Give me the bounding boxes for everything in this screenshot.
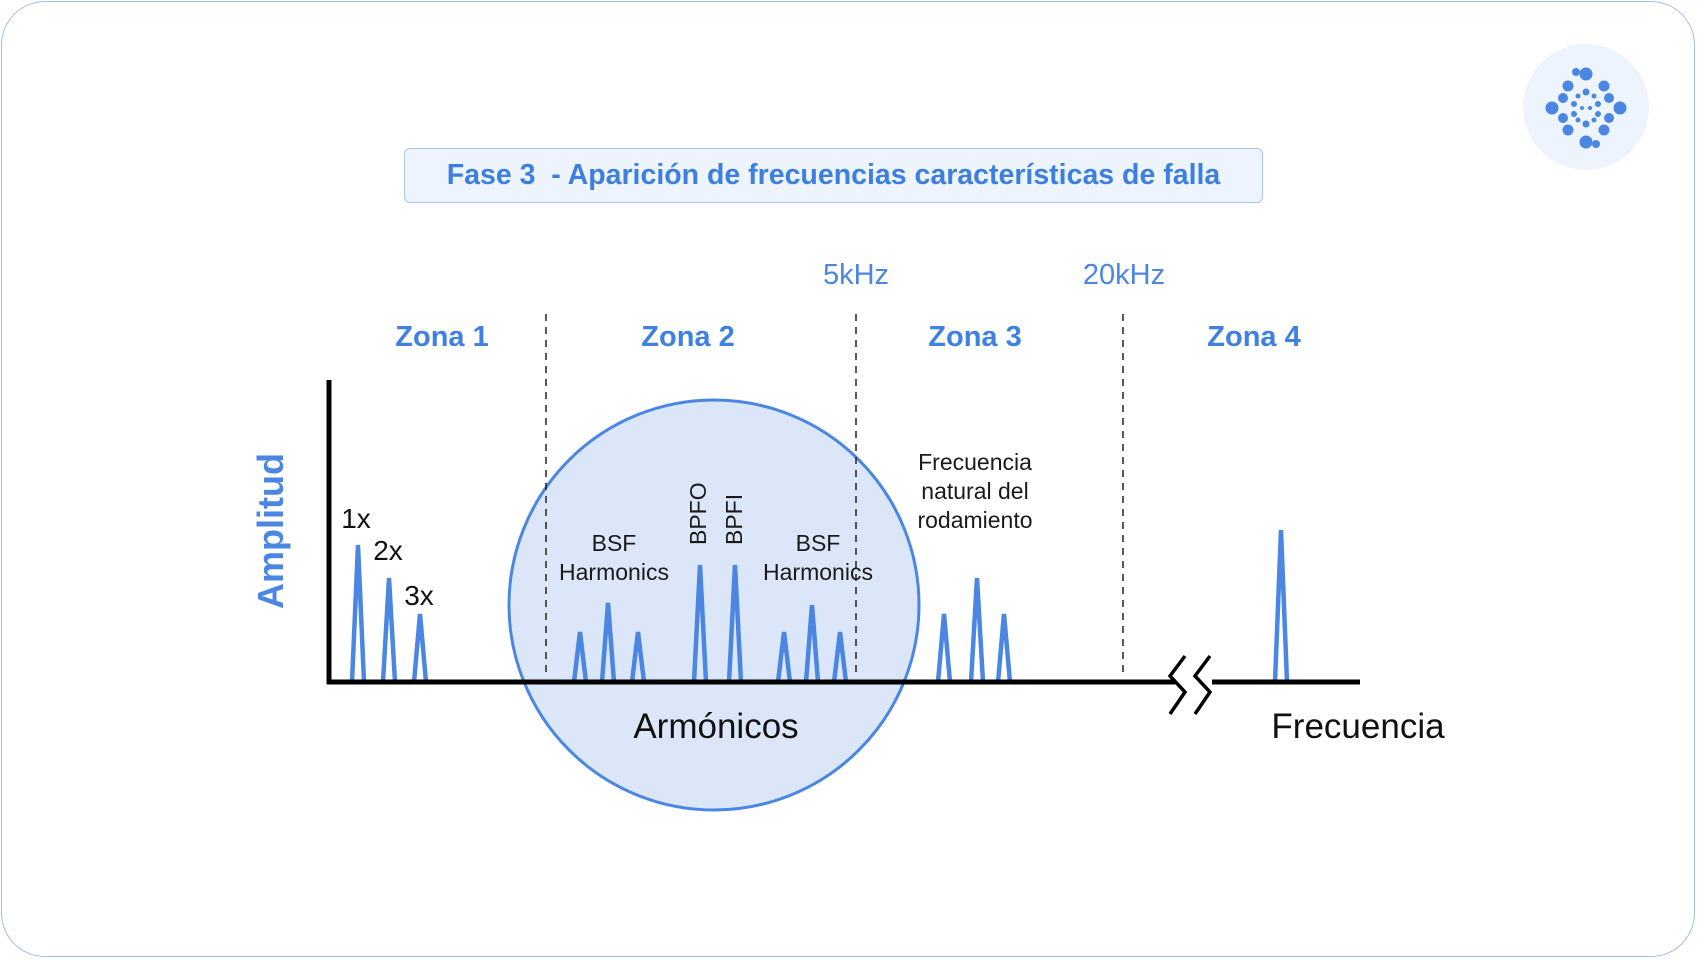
peak-bsf-left-2 bbox=[599, 602, 617, 683]
dotted-circle-logo-icon bbox=[1545, 67, 1627, 149]
y-axis-label: Amplitud bbox=[250, 453, 291, 609]
peak-bsf-left-1 bbox=[571, 631, 589, 683]
bsf-left-label-2: Harmonics bbox=[559, 559, 669, 585]
peak-bpfo bbox=[691, 564, 709, 683]
marker-20khz: 20kHz bbox=[1083, 259, 1165, 291]
axis-break-right bbox=[1192, 654, 1213, 715]
peak-bsf-right-1 bbox=[775, 631, 793, 683]
diagram-title: Fase 3 - Aparición de frecuencias caract… bbox=[446, 159, 1221, 191]
marker-5khz: 5kHz bbox=[823, 259, 889, 291]
peak-2x bbox=[380, 577, 398, 683]
logo-badge bbox=[1523, 44, 1649, 170]
bsf-right-label-2: Harmonics bbox=[763, 559, 873, 585]
natural-freq-label-3: rodamiento bbox=[917, 507, 1032, 533]
peak-3x bbox=[411, 613, 429, 683]
peak-bsf-right-3 bbox=[831, 631, 849, 683]
order-3x-label: 3x bbox=[404, 580, 434, 611]
x-axis-label: Frecuencia bbox=[1271, 707, 1445, 746]
peak-zone4 bbox=[1272, 529, 1290, 683]
peak-bsf-left-3 bbox=[629, 631, 647, 683]
peak-bpfi bbox=[726, 564, 744, 683]
peak-1x bbox=[349, 544, 367, 683]
peak-natural-3 bbox=[995, 613, 1013, 683]
bpfi-label: BPFI bbox=[721, 494, 747, 545]
zone-3-label: Zona 3 bbox=[928, 321, 1021, 353]
axis-break-left bbox=[1167, 654, 1188, 715]
zone-2-label: Zona 2 bbox=[641, 321, 734, 353]
bsf-left-label-1: BSF bbox=[592, 530, 637, 556]
peak-natural-1 bbox=[935, 613, 953, 683]
peak-bsf-right-2 bbox=[803, 604, 821, 683]
peak-natural-2 bbox=[968, 577, 986, 683]
harmonics-label: Armónicos bbox=[633, 707, 798, 746]
natural-freq-label-1: Frecuencia bbox=[918, 449, 1032, 475]
bpfo-label: BPFO bbox=[685, 482, 711, 545]
order-2x-label: 2x bbox=[373, 535, 403, 566]
natural-freq-label-2: natural del bbox=[921, 478, 1028, 504]
harmonics-circle bbox=[507, 398, 921, 812]
title-box: Fase 3 - Aparición de frecuencias caract… bbox=[404, 148, 1263, 203]
peaks-group bbox=[349, 529, 1290, 683]
zone-1-label: Zona 1 bbox=[395, 321, 488, 353]
bsf-right-label-1: BSF bbox=[796, 530, 841, 556]
zone-4-label: Zona 4 bbox=[1207, 321, 1300, 353]
order-1x-label: 1x bbox=[341, 503, 371, 534]
